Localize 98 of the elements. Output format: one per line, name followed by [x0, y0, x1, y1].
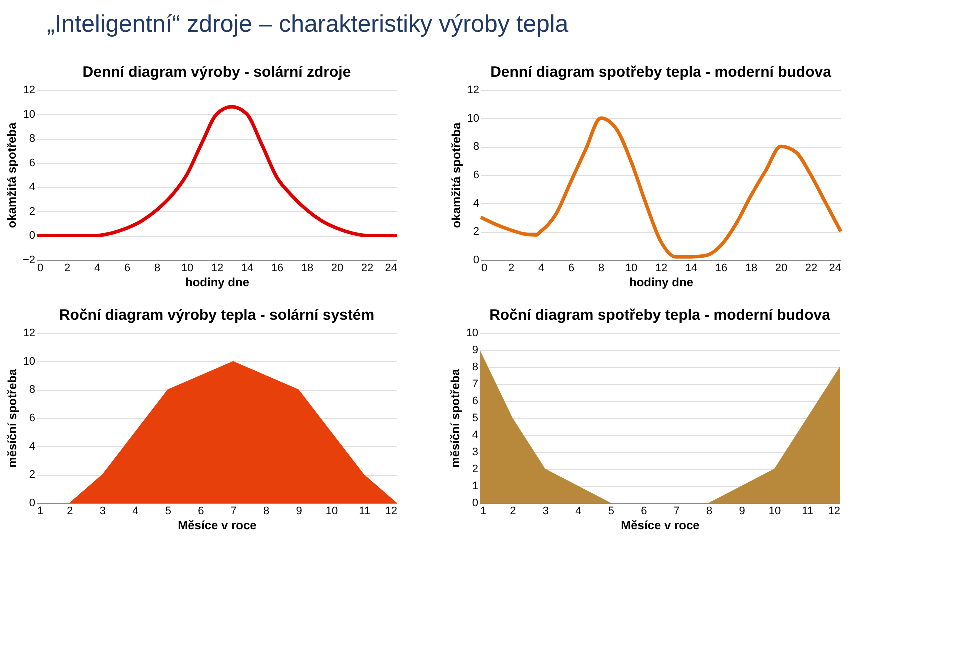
y-tick-label: 10	[467, 112, 480, 125]
x-tick-label: 6	[124, 262, 131, 274]
x-tick-label: 16	[271, 262, 284, 274]
line-series	[479, 116, 843, 259]
y-tick-label: 4	[473, 198, 480, 210]
y-tick-label: 0	[473, 254, 480, 266]
x-tick-label: 4	[576, 506, 582, 518]
y-axis-title: okamžitá spotřeba	[449, 122, 464, 228]
y-tick-label: 4	[29, 440, 36, 453]
y-tick-label: 7	[472, 378, 478, 390]
x-tick-label: 2	[64, 262, 71, 274]
y-tick-label: −2	[22, 254, 36, 266]
y-tick-label: 10	[23, 108, 36, 121]
x-tick-label: 18	[301, 262, 314, 274]
x-tick-label: 2	[67, 506, 74, 518]
x-axis-title: hodiny dne	[186, 276, 250, 290]
x-tick-label: 0	[482, 262, 488, 274]
y-tick-label: 0	[29, 498, 36, 510]
x-tick-label: 20	[331, 262, 344, 274]
x-tick-label: 3	[100, 506, 106, 518]
x-tick-label: 3	[542, 506, 550, 518]
y-tick-label: 4	[472, 430, 478, 442]
y-tick-label: 10	[23, 356, 36, 368]
x-tick-label: 22	[361, 262, 374, 274]
text: „Inteligentní“ zdroje – charakteristiky výroby tepla	[47, 11, 570, 38]
y-tick-label: 9	[472, 344, 478, 356]
x-axis-title: Měsíce v roce	[178, 518, 258, 532]
x-tick-label: 18	[745, 262, 758, 274]
x-tick-label: 7	[674, 506, 680, 518]
x-tick-label: 0	[38, 262, 44, 274]
x-tick-label: 12	[211, 262, 224, 274]
chart-title: Roční diagram výroby tepla - solární systém	[59, 307, 375, 324]
y-axis-title: okamžitá spotřeba	[4, 122, 19, 228]
y-tick-label: 6	[29, 412, 36, 424]
y-axis-title: měsíční spotřeba	[5, 368, 20, 468]
x-tick-label: 16	[715, 262, 728, 274]
x-tick-label: 10	[625, 262, 638, 274]
y-tick-label: 1	[472, 480, 478, 492]
y-axis-title: měsíční spotřeba	[448, 368, 462, 468]
x-tick-label: 10	[768, 506, 782, 518]
y-tick-label: 10	[466, 328, 478, 340]
x-tick-label: 6	[568, 262, 575, 274]
chart-title: Denní diagram spotřeby tepla - moderní budova	[490, 64, 832, 81]
x-tick-label: 12	[828, 506, 840, 518]
x-tick-label: 4	[538, 262, 545, 274]
x-axis-title: Měsíce v roce	[621, 518, 700, 532]
x-tick-label: 5	[165, 506, 172, 518]
y-tick-label: 8	[472, 362, 478, 374]
x-tick-label: 7	[230, 506, 237, 518]
y-tick-label: 0	[472, 498, 478, 510]
x-tick-label: 9	[296, 506, 302, 518]
x-tick-label: 12	[655, 262, 668, 274]
y-tick-label: 2	[29, 469, 36, 482]
y-tick-label: 12	[23, 328, 36, 340]
y-tick-label: 5	[472, 412, 478, 424]
x-tick-label: 8	[706, 506, 713, 518]
x-tick-label: 4	[132, 506, 139, 518]
y-tick-label: 0	[29, 230, 36, 242]
chart-title: Denní diagram výroby - solární zdroje	[82, 64, 352, 81]
x-tick-label: 5	[608, 506, 614, 518]
x-tick-label: 6	[198, 506, 204, 518]
y-tick-label: 6	[29, 157, 36, 170]
x-tick-label: 10	[181, 262, 194, 274]
x-tick-label: 8	[264, 506, 270, 518]
x-tick-label: 2	[508, 262, 515, 274]
x-tick-label: 12	[385, 506, 398, 518]
x-tick-label: 14	[685, 262, 698, 274]
x-tick-label: 8	[598, 262, 605, 274]
x-tick-label: 2	[510, 506, 516, 518]
x-tick-label: 1	[38, 506, 44, 518]
y-tick-label: 2	[29, 206, 36, 218]
x-tick-label: 11	[802, 506, 814, 518]
chart-title: Roční diagram spotřeby tepla - moderní budova	[490, 307, 832, 324]
x-tick-label: 1	[480, 506, 487, 518]
y-tick-label: 8	[29, 133, 36, 146]
y-tick-label: 12	[467, 84, 480, 96]
x-tick-label: 14	[241, 262, 254, 274]
y-tick-label: 2	[472, 464, 478, 476]
x-tick-label: 24	[385, 262, 398, 274]
y-tick-label: 6	[473, 170, 480, 182]
y-tick-label: 12	[23, 84, 36, 96]
line-series	[35, 105, 399, 238]
x-tick-label: 4	[94, 262, 101, 274]
y-tick-label: 2	[473, 226, 480, 238]
x-tick-label: 6	[641, 506, 648, 518]
y-tick-label: 4	[29, 182, 36, 194]
x-tick-label: 10	[326, 506, 338, 518]
x-axis-title: hodiny dne	[630, 276, 694, 290]
y-tick-label: 8	[473, 141, 480, 154]
x-tick-label: 24	[829, 262, 842, 274]
x-tick-label: 9	[739, 506, 746, 518]
y-tick-label: 8	[29, 384, 36, 396]
x-tick-label: 11	[359, 506, 370, 518]
y-tick-label: 6	[472, 396, 478, 408]
x-tick-label: 20	[775, 262, 788, 274]
x-tick-label: 22	[805, 262, 818, 274]
y-tick-label: 3	[472, 446, 478, 458]
x-tick-label: 8	[154, 262, 161, 274]
